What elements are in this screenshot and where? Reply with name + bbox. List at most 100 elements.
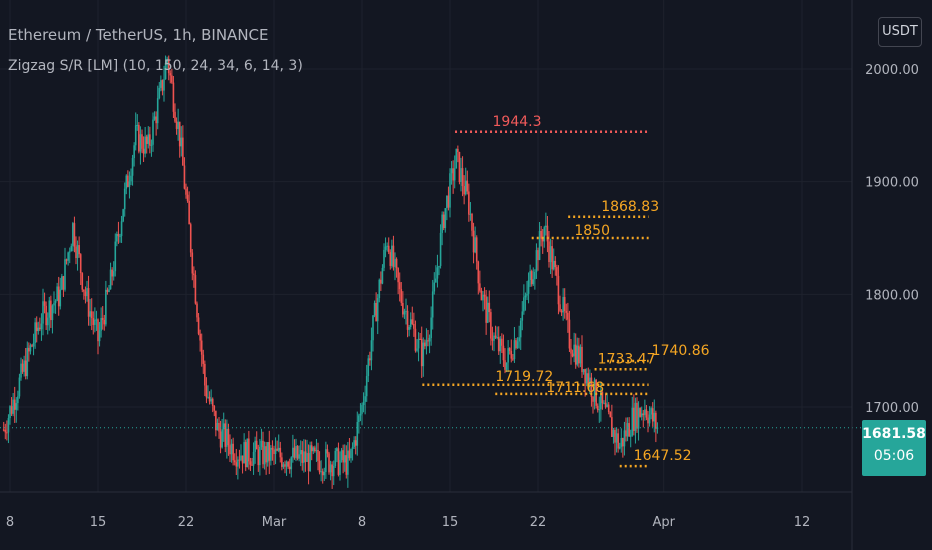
candle-body (188, 200, 190, 225)
candle-body (611, 417, 613, 437)
candle-body (409, 319, 412, 328)
candle-body (62, 276, 65, 290)
candle-body (383, 249, 385, 268)
candle-body (381, 267, 384, 284)
candle-body (442, 214, 445, 229)
candle-body (196, 303, 198, 318)
candle-body (563, 297, 566, 312)
candle-body (578, 345, 580, 364)
candle-body (402, 302, 404, 315)
candle-body (163, 79, 165, 91)
candle-body (24, 360, 27, 377)
candle-body (416, 348, 418, 351)
candle-body (78, 245, 80, 255)
indicator-title[interactable]: Zigzag S/R [LM] (10, 150, 24, 34, 6, 14,… (8, 58, 303, 74)
candle-body (219, 431, 222, 448)
candle-body (293, 447, 296, 458)
candle-body (37, 327, 40, 332)
candle-body (584, 369, 586, 384)
candle-body (521, 311, 524, 321)
candle-body (637, 408, 640, 429)
candle-body (560, 310, 563, 313)
candle-body (408, 327, 410, 330)
candle-body (161, 80, 164, 91)
candle-body (134, 125, 137, 146)
candle-body (185, 188, 187, 195)
candle-body (174, 111, 176, 122)
candle-body (570, 348, 572, 354)
candle-body (101, 317, 104, 320)
candle-body (581, 346, 583, 373)
candle-body (620, 437, 623, 447)
candle-body (472, 230, 475, 253)
level-label: 1719.72 (495, 369, 553, 385)
candle-body (150, 144, 153, 146)
candle-body (512, 358, 514, 360)
x-tick-label: 8 (358, 515, 366, 530)
candle-body (633, 407, 635, 431)
x-tick-label: 22 (178, 515, 195, 530)
candle-body (549, 246, 552, 263)
candle-body (10, 406, 13, 414)
candle-body (94, 319, 96, 325)
candle-body (513, 340, 516, 360)
candle-body (435, 278, 437, 283)
candle-body (460, 168, 462, 182)
candle-body (67, 252, 69, 261)
candle-body (87, 288, 90, 317)
candle-body (634, 402, 637, 431)
symbol-title[interactable]: Ethereum / TetherUS, 1h, BINANCE (8, 26, 269, 44)
candle-body (200, 340, 203, 355)
candle-body (287, 461, 289, 467)
y-tick-label: 1900.00 (865, 176, 919, 191)
candle-body (519, 320, 522, 338)
candle-body (105, 289, 107, 325)
candle-body (177, 121, 179, 129)
candle-body (449, 173, 451, 208)
candle-body (395, 258, 398, 269)
candle-body (321, 471, 324, 476)
candle-body (260, 440, 263, 447)
candle-body (332, 465, 335, 477)
candle-body (468, 191, 470, 215)
candle-body (450, 168, 453, 174)
time-axis[interactable]: 8 15 22 Mar 8 15 22 Apr 12 (0, 491, 852, 530)
candle-body (70, 245, 73, 252)
price-axis[interactable]: 2000.00 1900.00 1800.00 1700.00 (851, 0, 919, 550)
candle-body (348, 450, 351, 459)
candle-body (284, 464, 286, 467)
candle-body (359, 413, 362, 416)
candle-body (400, 289, 403, 303)
candle-body (265, 446, 267, 463)
candle-body (477, 261, 480, 284)
candle-body (527, 279, 530, 294)
candle-body (145, 136, 148, 144)
x-tick-label: 8 (6, 515, 14, 530)
candle-body (496, 337, 498, 339)
candle-body (32, 342, 35, 347)
candle-body (296, 446, 299, 459)
candle-body (556, 267, 558, 276)
candle-body (625, 430, 627, 437)
candle-body (2, 429, 5, 431)
candle-body (169, 73, 172, 76)
candle-body (180, 137, 183, 147)
candle-body (235, 462, 238, 467)
candle-body (295, 446, 297, 458)
candle-body (433, 282, 436, 292)
candle-body (139, 134, 142, 152)
candle-body (475, 237, 478, 262)
candle-body (268, 442, 271, 461)
candle-body (194, 275, 197, 304)
candle-body (40, 323, 43, 330)
candle-body (507, 348, 509, 363)
candle-body (656, 427, 659, 429)
currency-button[interactable]: USDT (878, 17, 922, 47)
candle-body (361, 405, 363, 414)
candle-body (15, 403, 18, 410)
candle-body (254, 440, 256, 452)
candle-body (259, 446, 261, 466)
candle-body (397, 268, 399, 283)
candle-body (422, 342, 425, 367)
